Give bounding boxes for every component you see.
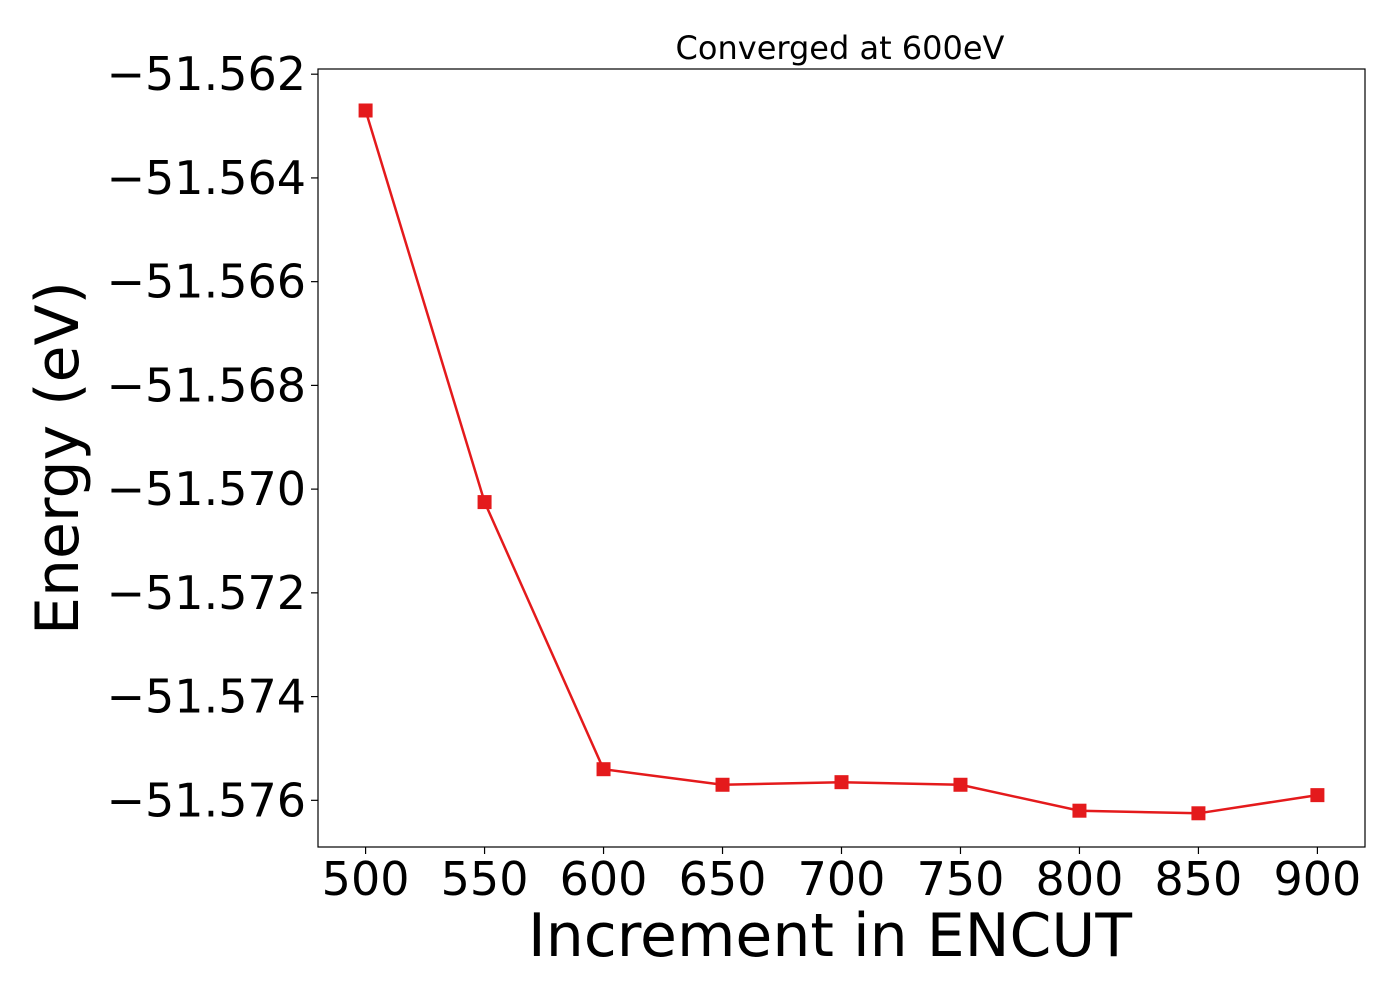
- x-tick-label: 900: [1274, 852, 1362, 906]
- data-point-marker: [1191, 806, 1206, 821]
- x-tick-label: 600: [560, 852, 648, 906]
- y-tick-label: −51.568: [107, 358, 307, 412]
- y-tick-label: −51.564: [107, 151, 307, 205]
- x-tick-label: 550: [441, 852, 529, 906]
- x-tick-label: 500: [322, 852, 410, 906]
- y-tick-label: −51.574: [107, 670, 307, 724]
- x-tick-label: 700: [798, 852, 886, 906]
- data-point-marker: [834, 775, 849, 790]
- x-tick-label: 800: [1036, 852, 1124, 906]
- y-axis-label: Energy (eV): [23, 281, 93, 635]
- y-tick-label: −51.570: [107, 462, 307, 516]
- y-tick-label: −51.566: [107, 255, 307, 309]
- x-tick-label: 650: [679, 852, 767, 906]
- x-axis-label: Increment in ENCUT: [528, 901, 1132, 971]
- plot-area-frame: [317, 68, 1366, 848]
- chart-title: Converged at 600eV: [676, 29, 1005, 67]
- y-tick-label: −51.576: [107, 773, 307, 827]
- data-point-marker: [715, 777, 730, 792]
- series-layer: [358, 103, 1325, 821]
- x-axis-ticks: 500 550 600 650 700 750 800 850 900: [322, 847, 1362, 906]
- data-point-marker: [596, 762, 611, 777]
- y-tick-label: −51.572: [107, 566, 307, 620]
- y-tick-label: −51.562: [107, 47, 307, 101]
- data-point-marker: [1310, 788, 1325, 803]
- data-point-marker: [953, 777, 968, 792]
- data-point-marker: [358, 103, 373, 118]
- data-point-marker: [477, 495, 492, 510]
- x-tick-label: 750: [917, 852, 1005, 906]
- data-point-marker: [1072, 803, 1087, 818]
- x-tick-label: 850: [1155, 852, 1243, 906]
- y-axis-ticks: −51.562 −51.564 −51.566 −51.568 −51.570 −51.5…: [107, 47, 318, 827]
